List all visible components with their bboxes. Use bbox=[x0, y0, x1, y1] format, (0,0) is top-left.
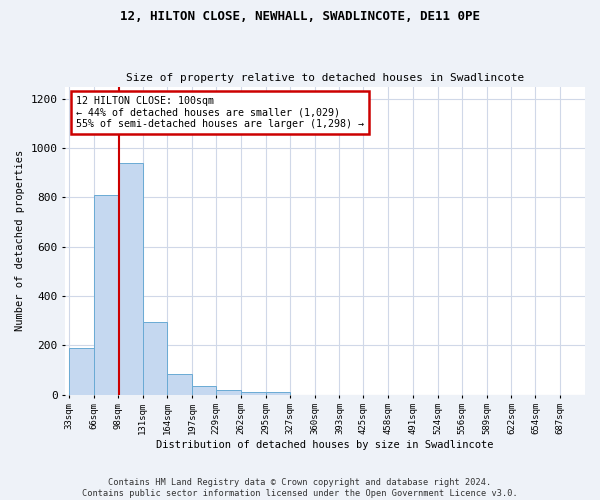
Bar bbox=[192, 386, 216, 394]
Bar bbox=[216, 390, 241, 394]
Text: 12 HILTON CLOSE: 100sqm
← 44% of detached houses are smaller (1,029)
55% of semi: 12 HILTON CLOSE: 100sqm ← 44% of detache… bbox=[76, 96, 364, 129]
Bar bbox=[118, 163, 143, 394]
Bar bbox=[94, 195, 118, 394]
Bar bbox=[167, 374, 192, 394]
X-axis label: Distribution of detached houses by size in Swadlincote: Distribution of detached houses by size … bbox=[157, 440, 494, 450]
Bar bbox=[266, 392, 290, 394]
Bar bbox=[241, 392, 266, 394]
Text: Contains HM Land Registry data © Crown copyright and database right 2024.
Contai: Contains HM Land Registry data © Crown c… bbox=[82, 478, 518, 498]
Bar bbox=[143, 322, 167, 394]
Bar bbox=[69, 348, 94, 395]
Y-axis label: Number of detached properties: Number of detached properties bbox=[15, 150, 25, 331]
Text: 12, HILTON CLOSE, NEWHALL, SWADLINCOTE, DE11 0PE: 12, HILTON CLOSE, NEWHALL, SWADLINCOTE, … bbox=[120, 10, 480, 23]
Title: Size of property relative to detached houses in Swadlincote: Size of property relative to detached ho… bbox=[126, 73, 524, 83]
